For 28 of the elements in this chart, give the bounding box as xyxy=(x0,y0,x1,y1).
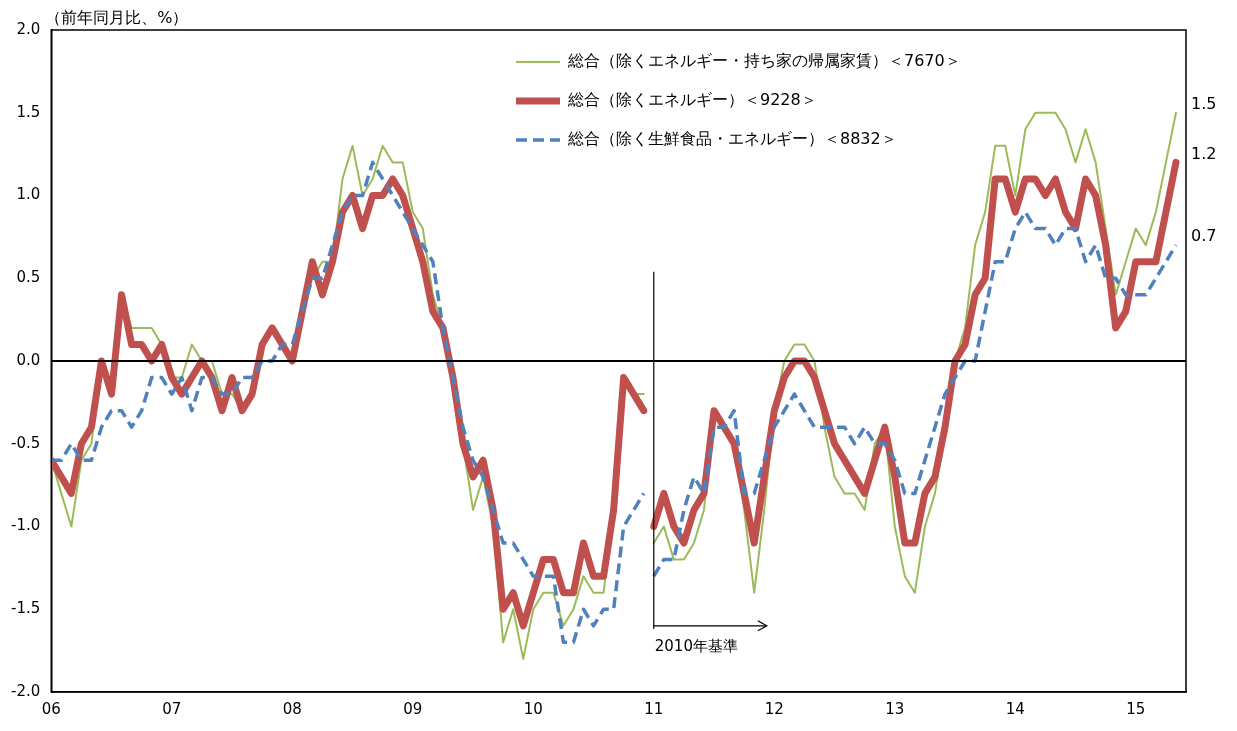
x-tick-label: 07 xyxy=(162,699,182,718)
line-series xyxy=(652,210,1178,578)
annotation: 1.2 xyxy=(1191,143,1217,163)
x-tick-label: 06 xyxy=(41,699,61,718)
x-tick-label: 10 xyxy=(523,699,543,718)
y-tick-label: -1.0 xyxy=(10,516,41,535)
y-tick-label: 1.5 xyxy=(16,102,41,121)
y-axis-title: （前年同月比、%） xyxy=(45,8,189,28)
y-tick-label: 1.0 xyxy=(16,185,41,204)
legend-label: 総合（除くエネルギー・持ち家の帰属家賃）＜7670＞ xyxy=(567,51,961,71)
y-tick-label: -1.5 xyxy=(10,599,41,618)
x-tick-label: 14 xyxy=(1005,699,1025,718)
y-tick-label: 0.5 xyxy=(16,268,41,287)
x-tick-label: 08 xyxy=(282,699,302,718)
x-tick-label: 11 xyxy=(644,699,664,718)
x-tick-label: 12 xyxy=(764,699,784,718)
annotation: 0.7 xyxy=(1191,226,1217,246)
legend-label: 総合（除く生鮮食品・エネルギー）＜8832＞ xyxy=(567,129,897,149)
y-tick-label: 0.0 xyxy=(16,350,41,369)
x-tick-label: 09 xyxy=(403,699,423,718)
x-tick-label: 13 xyxy=(885,699,905,718)
y-tick-label: 2.0 xyxy=(16,19,41,38)
annotation: 1.5 xyxy=(1191,93,1217,113)
y-tick-label: -2.0 xyxy=(10,681,41,700)
y-tick-label: -0.5 xyxy=(10,433,41,452)
ref-line-label: 2010年基準 xyxy=(654,637,738,656)
legend-label: 総合（除くエネルギー）＜9228＞ xyxy=(567,90,817,110)
x-tick-label: 15 xyxy=(1126,699,1146,718)
